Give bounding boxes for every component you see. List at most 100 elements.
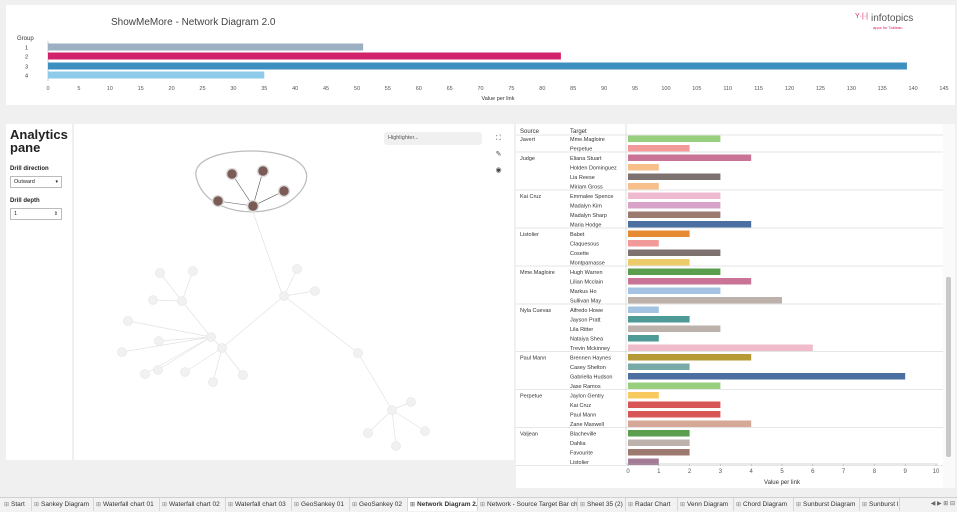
link-bar[interactable] bbox=[628, 221, 752, 228]
network-node[interactable] bbox=[123, 316, 133, 326]
link-bar[interactable] bbox=[628, 306, 659, 314]
network-node[interactable] bbox=[391, 441, 401, 451]
network-node[interactable] bbox=[140, 369, 150, 379]
tab-waterfall-chart-01[interactable]: ⊞ Waterfall chart 01 bbox=[94, 498, 160, 511]
network-node[interactable] bbox=[148, 295, 158, 305]
link-bar[interactable] bbox=[628, 202, 721, 209]
link-bar[interactable] bbox=[628, 278, 752, 285]
tab-venn-diagram[interactable]: ⊞ Venn Diagram bbox=[678, 498, 734, 511]
tab-geosankey-01[interactable]: ⊞ GeoSankey 01 bbox=[292, 498, 350, 511]
x-tick-label: 115 bbox=[754, 86, 763, 92]
target-label: Listolier bbox=[570, 460, 589, 466]
network-node[interactable] bbox=[406, 397, 416, 407]
link-bar[interactable] bbox=[628, 449, 690, 456]
source-label: Kai Cruz bbox=[520, 194, 541, 200]
link-bar[interactable] bbox=[628, 458, 659, 466]
source-label: Judge bbox=[520, 156, 535, 162]
link-bar[interactable] bbox=[628, 259, 690, 266]
link-bar[interactable] bbox=[628, 354, 752, 361]
network-diagram[interactable] bbox=[74, 124, 514, 460]
link-bar[interactable] bbox=[628, 373, 906, 380]
avatar-node[interactable] bbox=[225, 167, 239, 181]
network-node[interactable] bbox=[387, 405, 397, 415]
link-bar[interactable] bbox=[628, 411, 721, 418]
link-bar[interactable] bbox=[628, 392, 659, 399]
drill-depth-select[interactable]: 1 ⇕ bbox=[10, 208, 62, 220]
link-bar[interactable] bbox=[628, 164, 659, 171]
link-bar[interactable] bbox=[628, 145, 690, 152]
group-bar[interactable] bbox=[48, 71, 265, 79]
link-bar[interactable] bbox=[628, 240, 659, 247]
target-label: Miriam Gross bbox=[570, 185, 603, 191]
tab-start[interactable]: ⊞ Start bbox=[2, 498, 32, 511]
network-edge bbox=[391, 409, 426, 432]
network-node[interactable] bbox=[155, 268, 165, 278]
tab-chord-diagram[interactable]: ⊞ Chord Diagram bbox=[734, 498, 794, 511]
avatar-node[interactable] bbox=[211, 194, 225, 208]
network-node[interactable] bbox=[279, 291, 289, 301]
link-bar[interactable] bbox=[628, 325, 721, 333]
group-bar[interactable] bbox=[48, 43, 364, 51]
tab-scroll-controls[interactable]: ◀ ▶ ⊞ ⊟ bbox=[930, 501, 955, 507]
tab-network-source-target-bar-cha[interactable]: ⊞ Network - Source Target Bar cha... bbox=[478, 498, 578, 511]
link-bar[interactable] bbox=[628, 316, 690, 323]
drill-direction-select[interactable]: Outward ▾ bbox=[10, 176, 62, 188]
network-node[interactable] bbox=[117, 347, 127, 357]
avatar-node[interactable] bbox=[246, 199, 260, 213]
link-bar[interactable] bbox=[628, 173, 721, 181]
network-node[interactable] bbox=[154, 336, 164, 346]
link-bar[interactable] bbox=[628, 183, 659, 190]
avatar-node[interactable] bbox=[256, 164, 270, 178]
link-bar[interactable] bbox=[628, 430, 690, 437]
pin-icon[interactable]: ✎ bbox=[495, 151, 502, 158]
link-bar[interactable] bbox=[628, 287, 721, 295]
tab-waterfall-chart-03[interactable]: ⊞ Waterfall chart 03 bbox=[226, 498, 292, 511]
network-node[interactable] bbox=[363, 428, 373, 438]
network-node[interactable] bbox=[238, 370, 248, 380]
eye-icon[interactable]: ◉ bbox=[495, 167, 502, 174]
tab-sheet-35-2[interactable]: ⊞ Sheet 35 (2) bbox=[578, 498, 626, 511]
tab-waterfall-chart-02[interactable]: ⊞ Waterfall chart 02 bbox=[160, 498, 226, 511]
network-node[interactable] bbox=[292, 264, 302, 274]
link-bar[interactable] bbox=[628, 363, 690, 371]
link-bar[interactable] bbox=[628, 344, 813, 352]
link-bar[interactable] bbox=[628, 249, 721, 257]
link-bar[interactable] bbox=[628, 268, 721, 276]
network-node[interactable] bbox=[153, 365, 163, 375]
network-node[interactable] bbox=[420, 426, 430, 436]
vertical-scrollbar[interactable] bbox=[943, 124, 955, 488]
highlighter-input[interactable]: Highlighter... bbox=[384, 132, 482, 145]
link-bar[interactable] bbox=[628, 401, 721, 409]
network-node[interactable] bbox=[310, 286, 320, 296]
tab-sunburst-l[interactable]: ⊞ Sunburst l bbox=[860, 498, 900, 511]
link-bar[interactable] bbox=[628, 297, 782, 304]
network-node[interactable] bbox=[206, 332, 216, 342]
link-bar[interactable] bbox=[628, 135, 721, 143]
link-bar[interactable] bbox=[628, 230, 690, 238]
scrollbar-thumb[interactable] bbox=[946, 277, 951, 457]
link-bar[interactable] bbox=[628, 192, 721, 200]
link-bar[interactable] bbox=[628, 335, 659, 342]
network-node[interactable] bbox=[217, 343, 227, 353]
group-bar[interactable] bbox=[48, 62, 907, 70]
network-node[interactable] bbox=[353, 348, 363, 358]
link-bar[interactable] bbox=[628, 154, 752, 162]
network-node[interactable] bbox=[180, 367, 190, 377]
avatar-node[interactable] bbox=[277, 184, 291, 198]
link-bar[interactable] bbox=[628, 211, 721, 219]
tab-geosankey-02[interactable]: ⊞ GeoSankey 02 bbox=[350, 498, 408, 511]
link-bar[interactable] bbox=[628, 420, 752, 428]
network-node[interactable] bbox=[208, 377, 218, 387]
link-bar[interactable] bbox=[628, 382, 721, 390]
group-bar[interactable] bbox=[48, 52, 561, 60]
tab-sunburst-diagram[interactable]: ⊞ Sunburst Diagram bbox=[794, 498, 860, 511]
network-node[interactable] bbox=[177, 296, 187, 306]
source-target-bar-chart[interactable]: Source Target Javert Mme.Magloire Perpetue Ju… bbox=[516, 124, 943, 488]
link-bar[interactable] bbox=[628, 439, 690, 447]
tab-radar-chart[interactable]: ⊞ Radar Chart bbox=[626, 498, 678, 511]
fit-screen-icon[interactable]: ⛶ bbox=[496, 135, 501, 142]
tab-network-diagram-2-0[interactable]: ⊞ Network Diagram 2.0 bbox=[408, 498, 478, 511]
network-node[interactable] bbox=[188, 266, 198, 276]
tab-sankey-diagram[interactable]: ⊞ Sankey Diagram bbox=[32, 498, 94, 511]
